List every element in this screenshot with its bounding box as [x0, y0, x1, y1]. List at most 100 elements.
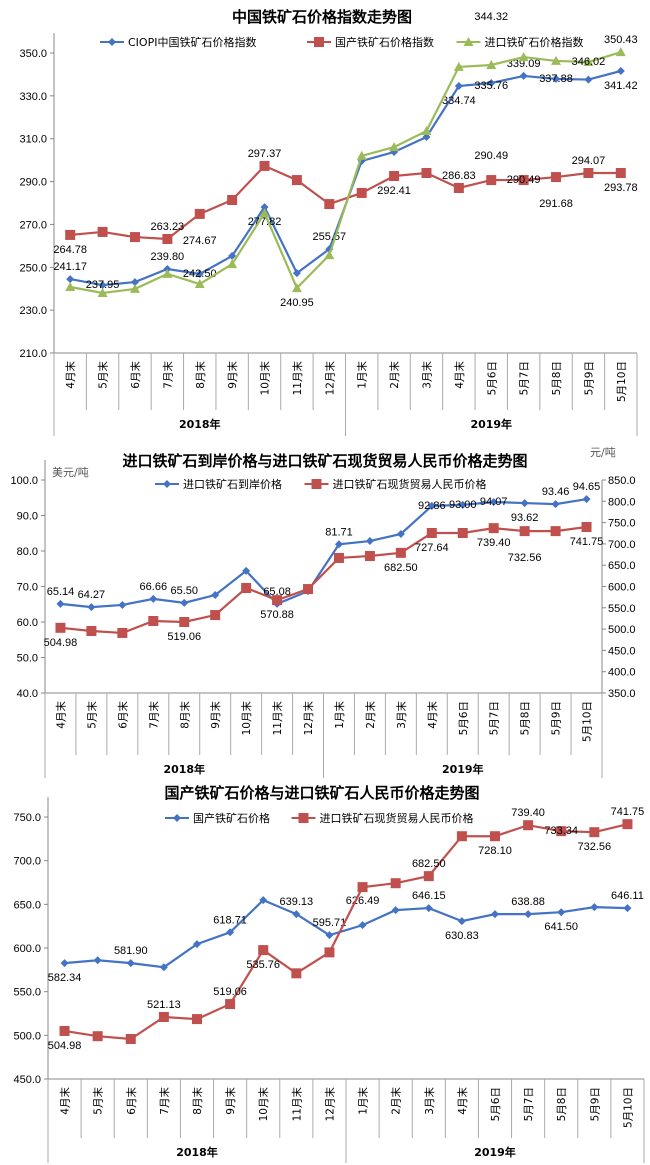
- data-point-diamond: [590, 903, 599, 912]
- data-point-triangle: [291, 283, 302, 293]
- category-label: 5月9日: [589, 1087, 601, 1121]
- category-label: 6月末: [129, 361, 142, 389]
- y2-tick-label: 450.0: [608, 645, 636, 657]
- data-point-square: [395, 547, 406, 558]
- data-label: 297.37: [248, 148, 282, 160]
- data-label: 519.06: [167, 631, 201, 643]
- data-point-diamond: [228, 251, 237, 260]
- category-label: 5月10日: [582, 701, 594, 742]
- data-point-diamond: [130, 278, 139, 287]
- data-point-diamond: [292, 269, 301, 278]
- data-point-square: [225, 999, 236, 1010]
- y-tick-label: 80.0: [17, 546, 38, 558]
- data-point-diamond: [427, 501, 436, 510]
- data-point-square: [556, 826, 567, 837]
- category-label: 1月末: [356, 361, 369, 389]
- category-label: 7月末: [147, 701, 160, 729]
- category-label: 1月末: [357, 1087, 370, 1115]
- data-point-triangle: [453, 61, 464, 71]
- data-label: 292.41: [377, 185, 411, 197]
- data-point-triangle: [162, 268, 173, 278]
- data-label: 335.76: [474, 80, 508, 92]
- category-label: 2月末: [390, 1087, 403, 1115]
- category-label: 4月末: [456, 1087, 469, 1115]
- left-axis-unit: 美元/吨: [52, 466, 89, 479]
- category-label: 4月末: [453, 361, 466, 389]
- data-point-triangle: [356, 150, 367, 160]
- data-point-diamond: [457, 917, 466, 926]
- data-point-diamond: [358, 921, 367, 930]
- category-label: 6月末: [116, 701, 129, 729]
- legend-item: CIOPI中国铁矿石价格指数: [100, 35, 256, 49]
- data-label: 581.90: [114, 945, 148, 957]
- y-tick-label: 600.0: [13, 943, 41, 955]
- data-point-square: [457, 527, 468, 538]
- data-label: 255.57: [312, 231, 346, 243]
- data-label: 626.49: [346, 895, 380, 907]
- data-label: 732.56: [578, 841, 612, 853]
- data-point-square: [518, 175, 529, 186]
- chart-ciopi-index: 中国铁矿石价格指数走势图 210.0 230.0 250.0 270.0 290.0 31…: [19, 0, 638, 436]
- data-label: 732.56: [508, 552, 542, 564]
- data-label: 264.78: [53, 244, 87, 256]
- y-tick-label: 250.0: [19, 262, 47, 274]
- data-label: 93.46: [542, 486, 570, 498]
- data-label: 274.67: [183, 235, 217, 247]
- plot-area: 40.0 50.0 60.0 70.0 80.0 90.0 100.0 350.0 400.0 4…: [10, 460, 636, 778]
- category-label: 10月末: [240, 701, 253, 736]
- category-label: 8月末: [191, 1087, 204, 1115]
- data-point-diamond: [458, 500, 467, 509]
- data-label: 64.27: [78, 589, 106, 601]
- data-point-diamond: [489, 498, 498, 507]
- data-point-diamond: [487, 79, 496, 87]
- series-line: [64, 898, 628, 969]
- legend-label: 进口铁矿石到岸价格: [183, 477, 282, 491]
- data-point-diamond: [66, 275, 75, 284]
- data-point-diamond: [557, 908, 566, 917]
- data-point-square: [364, 550, 375, 561]
- data-point-square: [59, 1025, 70, 1036]
- data-label: 595.71: [313, 917, 347, 929]
- category-label: 5月10日: [622, 1087, 634, 1128]
- data-point-square: [389, 171, 400, 181]
- right-axis-unit: 元/吨: [590, 446, 616, 459]
- data-point-diamond: [259, 896, 268, 905]
- data-point-square: [519, 526, 530, 537]
- y-tick-label: 550.0: [13, 987, 41, 999]
- data-point-square: [423, 871, 434, 882]
- year-group-label: 2019年: [474, 1145, 516, 1159]
- category-label: 11月末: [290, 1087, 303, 1122]
- data-point-square: [227, 195, 238, 205]
- data-point-diamond: [520, 499, 529, 508]
- category-label: 3月末: [395, 701, 408, 729]
- data-point-square: [148, 616, 159, 627]
- data-label: 733.34: [544, 825, 578, 837]
- data-label: 739.40: [477, 537, 511, 549]
- series-line: [60, 525, 587, 635]
- data-label: 239.80: [151, 251, 185, 263]
- series-line: [69, 51, 622, 295]
- y2-tick-label: 400.0: [608, 667, 636, 679]
- data-point-diamond: [260, 203, 269, 212]
- data-label: 339.09: [507, 58, 541, 70]
- category-label: 5月8日: [556, 1087, 568, 1121]
- data-point-triangle: [194, 279, 205, 288]
- y-tick-label: 500.0: [13, 1030, 41, 1042]
- data-point-diamond: [292, 910, 301, 919]
- chart-title: 进口铁矿石到岸价格与进口铁矿石现货贸易人民币价格走势图: [122, 452, 527, 470]
- data-point-diamond: [193, 940, 201, 949]
- plot-area: 450.0 500.0 550.0 600.0 650.0 700.0 750.0 4月末 5月…: [13, 797, 645, 1163]
- category-label: 4月末: [64, 361, 77, 389]
- data-label: 521.13: [147, 999, 181, 1011]
- data-label: 741.75: [611, 806, 645, 818]
- category-label: 5月10日: [616, 361, 628, 402]
- year-group-label: 2019年: [470, 417, 512, 431]
- data-point-diamond: [159, 963, 168, 972]
- data-label: 237.95: [86, 279, 120, 291]
- data-point-square: [324, 199, 335, 210]
- data-point-diamond: [325, 931, 334, 940]
- y2-tick-label: 750.0: [608, 518, 636, 530]
- plot-area: 210.0 230.0 250.0 270.0 290.0 310.0 330.0 350.0…: [19, 0, 638, 436]
- data-point-diamond: [163, 480, 171, 488]
- data-point-triangle: [97, 288, 108, 297]
